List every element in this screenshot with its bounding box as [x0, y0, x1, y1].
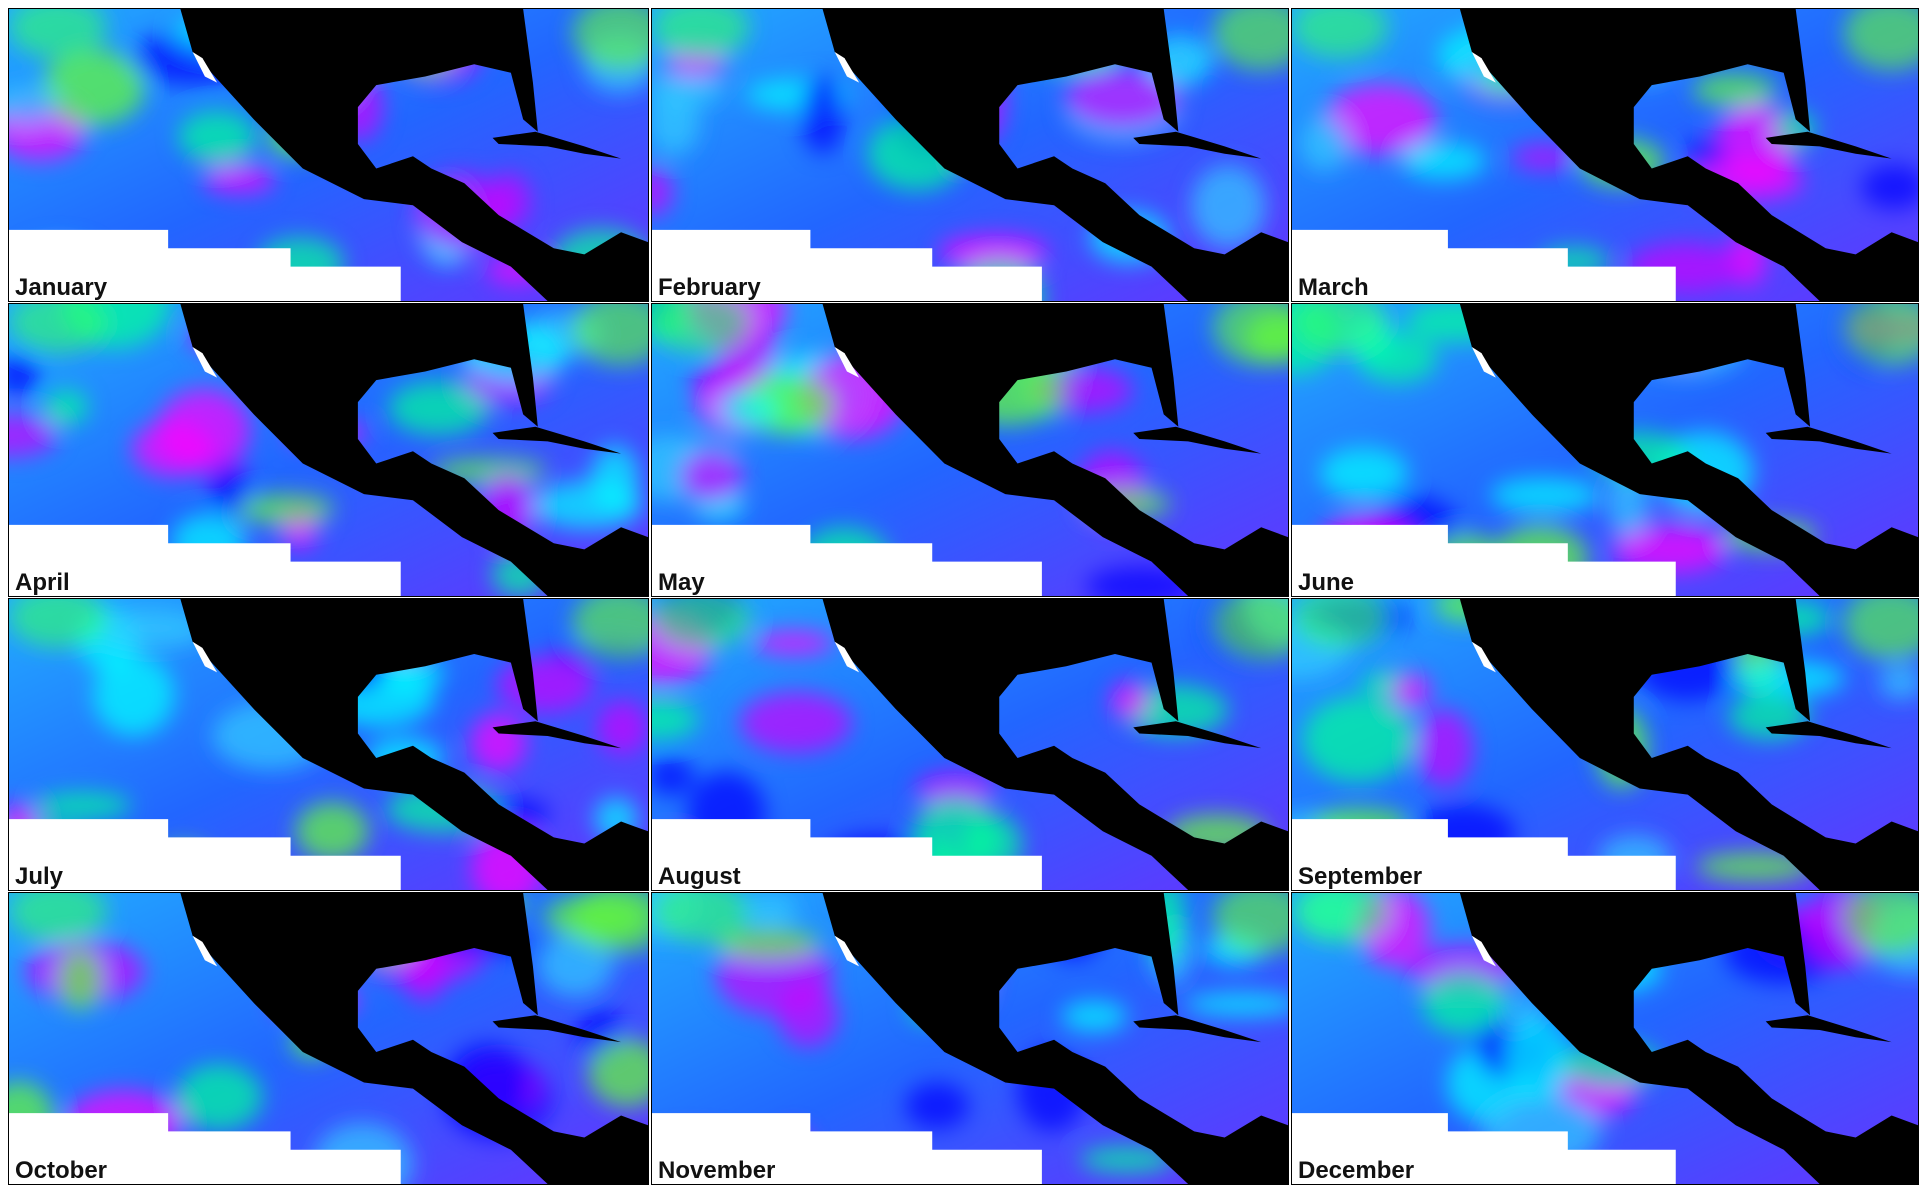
- map: [652, 893, 1288, 1184]
- map: [9, 304, 648, 596]
- month-panel: August: [651, 598, 1289, 891]
- map: [9, 599, 648, 890]
- map-grid: January February March April May June July Augu…: [0, 0, 1919, 1185]
- month-panel: November: [651, 892, 1289, 1185]
- month-label: May: [658, 570, 705, 596]
- month-label: January: [15, 275, 107, 301]
- month-panel: April: [8, 303, 649, 597]
- map: [652, 304, 1288, 596]
- map: [652, 599, 1288, 890]
- month-panel: January: [8, 8, 649, 302]
- map: [1292, 893, 1918, 1184]
- month-label: December: [1298, 1158, 1414, 1184]
- month-label: November: [658, 1158, 775, 1184]
- month-label: March: [1298, 275, 1369, 301]
- map: [1292, 304, 1918, 596]
- month-panel: July: [8, 598, 649, 891]
- month-panel: September: [1291, 598, 1919, 891]
- month-label: September: [1298, 864, 1422, 890]
- map: [9, 893, 648, 1184]
- map: [1292, 599, 1918, 890]
- month-label: February: [658, 275, 761, 301]
- month-panel: May: [651, 303, 1289, 597]
- month-panel: June: [1291, 303, 1919, 597]
- map: [652, 9, 1288, 301]
- month-label: July: [15, 864, 63, 890]
- map: [9, 9, 648, 301]
- month-label: August: [658, 864, 741, 890]
- month-panel: October: [8, 892, 649, 1185]
- month-label: April: [15, 570, 70, 596]
- month-panel: March: [1291, 8, 1919, 302]
- month-panel: December: [1291, 892, 1919, 1185]
- month-label: June: [1298, 570, 1354, 596]
- month-panel: February: [651, 8, 1289, 302]
- map: [1292, 9, 1918, 301]
- month-label: October: [15, 1158, 107, 1184]
